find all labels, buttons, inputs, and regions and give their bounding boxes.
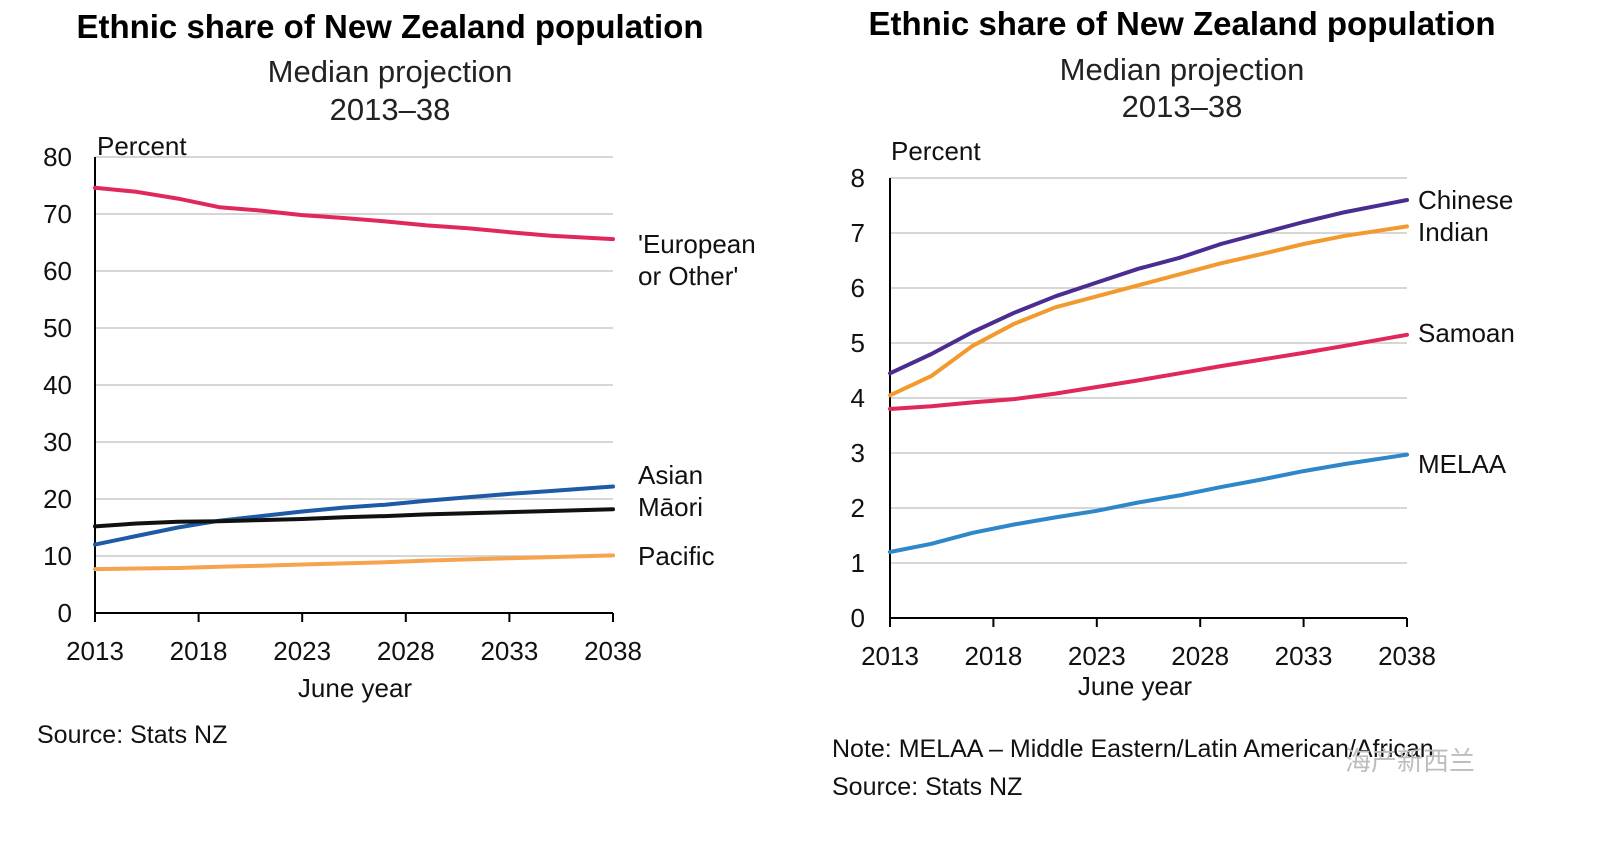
x-tick-label: 2018: [170, 636, 228, 666]
chart-title: Ethnic share of New Zealand population: [868, 5, 1495, 42]
y-tick-label: 7: [851, 218, 865, 248]
x-tick-label: 2013: [861, 641, 919, 671]
x-tick-label: 2028: [377, 636, 435, 666]
series-line-chinese: [888, 198, 1409, 376]
x-tick-label: 2023: [1068, 641, 1126, 671]
series-label-line: MELAA: [1418, 449, 1507, 479]
y-tick-label: 70: [43, 199, 72, 229]
series-label-samoan: Samoan: [1418, 318, 1515, 348]
series-label-melaa: MELAA: [1418, 449, 1507, 479]
series-line-european-or-other: [93, 185, 615, 242]
series-line-samoan: [888, 332, 1409, 411]
watermark-text: 海产新西兰: [1345, 746, 1475, 776]
series-label-line: Pacific: [638, 541, 715, 571]
source-note: Source: Stats NZ: [832, 773, 1022, 801]
series-label-indian: Indian: [1418, 217, 1489, 247]
series-line-indian: [888, 224, 1409, 398]
x-tick-label: 2038: [584, 636, 642, 666]
series-label-line: or Other': [638, 261, 738, 291]
series-label-chinese: Chinese: [1418, 185, 1513, 215]
y-tick-label: 30: [43, 427, 72, 457]
series-label-line: Samoan: [1418, 318, 1515, 348]
series-label-line: Asian: [638, 460, 703, 490]
y-tick-label: 3: [851, 438, 865, 468]
chart-left: Ethnic share of New Zealand population Me…: [37, 8, 756, 749]
series-line-asian: [93, 484, 615, 547]
series-label-line: 'European: [638, 229, 756, 259]
x-tick-label: 2023: [273, 636, 331, 666]
x-tick-label: 2013: [66, 636, 124, 666]
source-note: Source: Stats NZ: [37, 721, 227, 749]
footnote: Note: MELAA – Middle Eastern/Latin Ameri…: [832, 735, 1434, 763]
series-label-asian: Asian: [638, 460, 703, 490]
y-tick-label: 1: [851, 548, 865, 578]
series-line-m-ori: [93, 507, 615, 529]
series-line-pacific: [93, 553, 615, 572]
y-tick-label: 5: [851, 328, 865, 358]
x-tick-label: 2033: [480, 636, 538, 666]
chart-right: Ethnic share of New Zealand population Me…: [832, 5, 1515, 801]
y-tick-label: 60: [43, 256, 72, 286]
series-label-pacific: Pacific: [638, 541, 715, 571]
series-label-line: Indian: [1418, 217, 1489, 247]
series-label-european-or-other: 'European or Other': [638, 229, 756, 291]
chart-title: Ethnic share of New Zealand population: [76, 8, 703, 45]
x-axis-title: June year: [1078, 671, 1193, 701]
chart-subtitle: Median projection: [268, 54, 513, 89]
series-label-line: Māori: [638, 492, 703, 522]
y-axis-title: Percent: [891, 136, 981, 166]
y-tick-label: 10: [43, 541, 72, 571]
x-axis-title: June year: [298, 673, 413, 703]
x-tick-label: 2038: [1378, 641, 1436, 671]
chart-subtitle: Median projection: [1060, 52, 1305, 87]
y-tick-label: 50: [43, 313, 72, 343]
chart-period: 2013–38: [330, 92, 451, 127]
x-tick-label: 2028: [1171, 641, 1229, 671]
y-tick-label: 0: [58, 598, 72, 628]
x-tick-label: 2033: [1275, 641, 1333, 671]
y-tick-label: 40: [43, 370, 72, 400]
y-tick-label: 80: [43, 142, 72, 172]
series-label-m-ori: Māori: [638, 492, 703, 522]
series-label-line: Chinese: [1418, 185, 1513, 215]
y-tick-label: 20: [43, 484, 72, 514]
series-line-melaa: [888, 452, 1409, 554]
y-tick-label: 0: [851, 603, 865, 633]
y-tick-label: 6: [851, 273, 865, 303]
chart-period: 2013–38: [1122, 89, 1243, 124]
y-tick-label: 2: [851, 493, 865, 523]
x-tick-label: 2018: [964, 641, 1022, 671]
y-axis-title: Percent: [97, 131, 187, 161]
y-tick-label: 4: [851, 383, 865, 413]
y-tick-label: 8: [851, 163, 865, 193]
